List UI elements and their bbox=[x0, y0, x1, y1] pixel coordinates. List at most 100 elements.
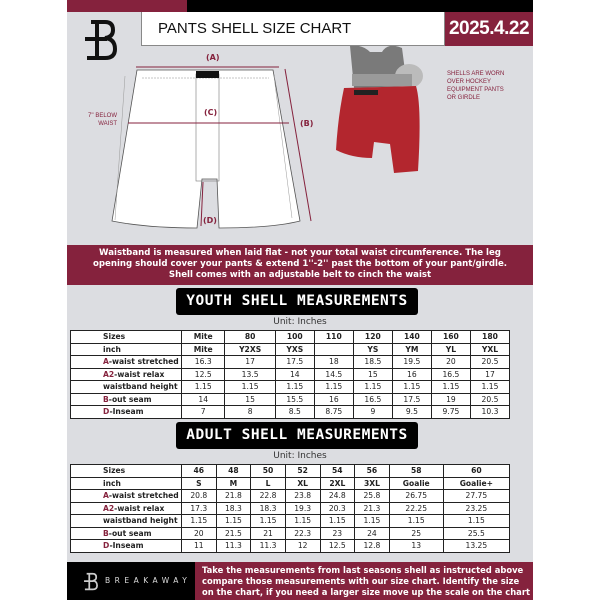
table-row: B-out seam 20 21.5 21 22.3 23 24 25 25.5 bbox=[70, 526, 511, 540]
table-cell: 3XL bbox=[354, 476, 390, 490]
table-row: A2-waist relax 17.3 18.3 18.3 19.3 20.3 21.3 22… bbox=[70, 501, 511, 515]
table-cell: 16.3 bbox=[180, 355, 226, 369]
row-label-text: inch bbox=[103, 344, 121, 354]
table-row: Sizes Mite 80 100 110 120 140 160 180 bbox=[70, 330, 511, 344]
table-cell: 56 bbox=[354, 464, 390, 478]
table-cell: 24.8 bbox=[319, 489, 356, 503]
table-cell: 7 bbox=[180, 405, 226, 419]
row-label: A-waist stretched bbox=[70, 489, 182, 503]
measure-letter: A bbox=[103, 357, 109, 367]
table-cell: Y2XS bbox=[224, 342, 276, 356]
measure-letter: D bbox=[103, 407, 110, 417]
table-cell: 1.15 bbox=[180, 380, 226, 394]
row-label-text: -waist relax bbox=[114, 369, 165, 379]
table-row: D-Inseam 11 11.3 11.3 12 12.5 12.8 13 13.25 bbox=[70, 539, 511, 553]
table-cell: 180 bbox=[469, 330, 511, 344]
table-cell: 58 bbox=[388, 464, 444, 478]
table-cell: 12.5 bbox=[319, 539, 356, 553]
table-cell: 23 bbox=[319, 526, 356, 540]
table-cell: 46 bbox=[181, 464, 217, 478]
table-cell: Mite bbox=[180, 342, 226, 356]
table-row: D-Inseam 7 8 8.5 8.75 9 9.5 9.75 10.3 bbox=[70, 405, 511, 419]
table-cell: 9.75 bbox=[430, 405, 471, 419]
table-cell: 16.5 bbox=[352, 392, 393, 406]
table-cell: 10.3 bbox=[469, 405, 511, 419]
table-cell: 23.8 bbox=[284, 489, 321, 503]
table-cell: YM bbox=[391, 342, 432, 356]
note-line: OR GIRDLE bbox=[447, 95, 481, 101]
table-cell: 26.75 bbox=[388, 489, 444, 503]
table-cell: 80 bbox=[224, 330, 276, 344]
table-cell: 22.3 bbox=[284, 526, 321, 540]
table-cell: 1.15 bbox=[442, 514, 511, 528]
row-label: waistband height bbox=[70, 514, 182, 528]
table-cell bbox=[313, 342, 354, 356]
info-line: Waistband is measured when laid flat - n… bbox=[99, 248, 501, 258]
table-cell: 48 bbox=[215, 464, 252, 478]
table-cell: 17 bbox=[469, 367, 511, 381]
row-label: waistband height bbox=[70, 380, 182, 394]
top-black-bar bbox=[187, 0, 533, 12]
table-cell: 1.15 bbox=[215, 514, 252, 528]
instruction-line: Take the measurements from last seasons … bbox=[202, 565, 524, 575]
breakaway-logo-icon bbox=[84, 572, 98, 591]
brand-name: BREAKAWAY bbox=[105, 576, 192, 585]
row-label-text: -waist stretched bbox=[108, 357, 179, 367]
table-cell: 21 bbox=[250, 526, 286, 540]
table-cell: 17.5 bbox=[274, 355, 315, 369]
table-cell: 160 bbox=[430, 330, 471, 344]
table-cell: 20 bbox=[430, 355, 471, 369]
date-badge: 2025.4.22 bbox=[445, 12, 533, 46]
row-label-text: -out seam bbox=[108, 394, 152, 404]
label-c: (C) bbox=[204, 108, 218, 117]
table-cell: YXS bbox=[274, 342, 315, 356]
table-row: B-out seam 14 15 15.5 16 16.5 17.5 19 20.5 bbox=[70, 392, 511, 406]
table-cell: 16.5 bbox=[430, 367, 471, 381]
table-cell: YL bbox=[430, 342, 471, 356]
table-row: waistband height 1.15 1.15 1.15 1.15 1.15 1.15… bbox=[70, 514, 511, 528]
info-line: opening should cover your pants & extend… bbox=[92, 259, 508, 269]
row-label-text: inch bbox=[103, 478, 121, 488]
table-cell: 1.15 bbox=[391, 380, 432, 394]
measure-letter: A2 bbox=[103, 369, 115, 379]
table-cell: 17.5 bbox=[391, 392, 432, 406]
table-cell: 25 bbox=[388, 526, 444, 540]
table-cell: 12.8 bbox=[354, 539, 390, 553]
table-cell: 18.5 bbox=[352, 355, 393, 369]
note-line: SHELLS ARE WORN bbox=[447, 71, 505, 77]
measure-letter: A bbox=[103, 491, 109, 501]
table-cell: 1.15 bbox=[313, 380, 354, 394]
table-cell: 9.5 bbox=[391, 405, 432, 419]
table-row: inch Mite Y2XS YXS YS YM YL YXL bbox=[70, 342, 511, 356]
table-cell: 15 bbox=[352, 367, 393, 381]
table-cell: 27.75 bbox=[442, 489, 511, 503]
table-cell: 19.3 bbox=[284, 501, 321, 515]
note-line: OVER HOCKEY bbox=[447, 79, 492, 85]
table-cell: 20.8 bbox=[181, 489, 217, 503]
row-label-text: -waist stretched bbox=[108, 491, 179, 501]
table-cell: 20.5 bbox=[469, 355, 511, 369]
row-label: inch bbox=[70, 476, 182, 490]
table-cell: 1.15 bbox=[354, 514, 390, 528]
table-cell: 13.25 bbox=[442, 539, 511, 553]
adult-unit-label: Unit: Inches bbox=[273, 451, 327, 461]
instruction-line: compare those measurements with our size… bbox=[202, 576, 520, 586]
row-label: A2-waist relax bbox=[70, 501, 182, 515]
adult-size-table: Sizes 46 48 50 52 54 56 58 60 inch S M L XL 2XL 3XL Goal… bbox=[70, 464, 511, 553]
table-cell: 24 bbox=[354, 526, 390, 540]
label-a: (A) bbox=[206, 53, 220, 62]
table-cell: 25.8 bbox=[354, 489, 390, 503]
measure-letter: D bbox=[103, 541, 110, 551]
row-label: D-Inseam bbox=[70, 539, 182, 553]
table-cell: XL bbox=[284, 476, 321, 490]
pants-outline-illustration bbox=[111, 66, 312, 229]
table-cell: 12 bbox=[284, 539, 321, 553]
measurement-info-band: Waistband is measured when laid flat - n… bbox=[67, 245, 533, 285]
table-cell: 1.15 bbox=[250, 514, 286, 528]
table-cell: 16 bbox=[313, 392, 354, 406]
table-row: inch S M L XL 2XL 3XL Goalie Goalie+ bbox=[70, 476, 511, 490]
table-cell: 15 bbox=[224, 392, 276, 406]
row-label-text: waistband height bbox=[103, 516, 178, 526]
row-label-text: -Inseam bbox=[109, 407, 144, 417]
table-cell: 14.5 bbox=[313, 367, 354, 381]
